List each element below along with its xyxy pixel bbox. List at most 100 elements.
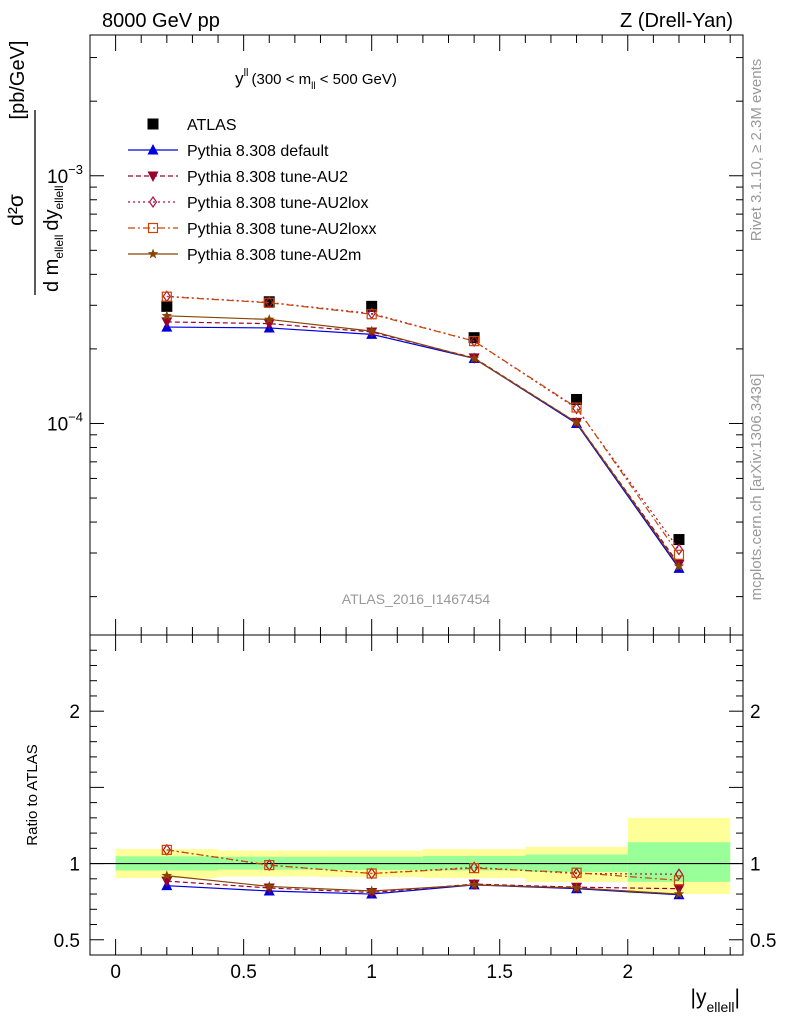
- ratio-series-pythia-8-308-tune-au2loxx: [161, 844, 685, 886]
- legend: ATLAS Pythia 8.308 default Pythia 8.308 tu…: [128, 117, 376, 264]
- legend-entry-atlas: ATLAS: [147, 117, 237, 134]
- ratio-y-tick-label: 0.5: [54, 931, 80, 952]
- point-atlas: [571, 393, 583, 405]
- legend-marker: [147, 248, 159, 259]
- analysis-id: ATLAS_2016_I1467454: [342, 591, 491, 607]
- series-pythia-8-308-tune-au2: [161, 317, 685, 571]
- series-atlas: [161, 296, 685, 546]
- legend-label: Pythia 8.308 tune-AU2m: [187, 247, 361, 264]
- point-pythia-8-308-tune-au2loxx: [469, 336, 480, 347]
- main-y-ticks: 10−4 10−3: [47, 57, 743, 598]
- point-pythia-8-308-tune-au2m: [264, 313, 275, 324]
- ratio-point-pythia-8-308-tune-au2lox: [572, 867, 581, 880]
- ratio-line-pythia-8-308-default: [166, 884, 680, 896]
- point-pythia-8-308-tune-au2m: [673, 560, 685, 571]
- point-pythia-8-308-tune-au2m: [571, 416, 582, 427]
- series-pythia-8-308-tune-au2m: [161, 310, 685, 571]
- main-x-ticks: [115, 35, 731, 635]
- point-atlas: [161, 300, 173, 312]
- point-pythia-8-308-tune-au2loxx: [366, 309, 377, 320]
- main-y-axis-label: d²σ d mellelldyellell [pb/GeV]: [5, 41, 66, 295]
- x-tick-label: 1.5: [487, 962, 513, 983]
- line-pythia-8-308-tune-au2loxx: [166, 296, 680, 556]
- ratio-point-pythia-8-308-tune-au2m: [673, 888, 685, 899]
- ratio-line-pythia-8-308-tune-au2m: [166, 875, 680, 895]
- legend-entry-pythia-8-308-tune-au2m: Pythia 8.308 tune-AU2m: [128, 247, 361, 264]
- header-left: 8000 GeV pp: [102, 10, 220, 32]
- header-right: Z (Drell-Yan): [620, 10, 733, 32]
- legend-label: Pythia 8.308 tune-AU2loxx: [187, 221, 376, 238]
- ratio-series-pythia-8-308-tune-au2m: [161, 870, 685, 899]
- ratio-point-pythia-8-308-tune-au2loxx: [571, 867, 582, 878]
- label-range-open: (300 < m: [252, 71, 312, 88]
- y-tick-label: 10−4: [47, 409, 83, 435]
- ylabel-numerator: d²σ: [5, 194, 28, 226]
- ratio-frame: [89, 634, 744, 956]
- point-atlas: [263, 296, 275, 308]
- label-range-sub: ll: [311, 81, 315, 92]
- y-tick-label: 10−3: [47, 162, 83, 188]
- point-atlas: [468, 332, 480, 344]
- ratio-line-pythia-8-308-tune-au2loxx: [166, 849, 680, 881]
- ratio-panel: 0.5 0.5 1 1 2 2 0 0.5 1 1.5 2 Ratio to ATLAS: [24, 634, 776, 983]
- ratio-point-pythia-8-308-tune-au2loxx: [366, 868, 377, 879]
- ratio-uncertainty-bands: [90, 817, 743, 895]
- ratio-y-tick-label: 1: [69, 855, 80, 876]
- x-axis-label-sub: ellell: [707, 999, 735, 1015]
- legend-label: Pythia 8.308 tune-AU2: [187, 169, 348, 186]
- main-panel: 10−4 10−3 yll (300 < mll < 500 GeV) ATLAS_…: [5, 34, 744, 636]
- ratio-point-pythia-8-308-tune-au2loxx: [469, 863, 480, 874]
- ratio-point-pythia-8-308-tune-au2loxx: [264, 859, 275, 871]
- ratio-point-pythia-8-308-tune-au2m: [264, 880, 275, 891]
- ratio-y-tick-label-right: 2: [750, 702, 761, 723]
- ratio-point-pythia-8-308-tune-au2m: [571, 882, 582, 893]
- series-pythia-8-308-tune-au2lox: [162, 290, 684, 556]
- ylabel-denominator: d mellelldyellell: [41, 186, 66, 293]
- ratio-y-axis-label: Ratio to ATLAS: [24, 744, 41, 845]
- ylabel-dy: dy: [41, 210, 63, 231]
- legend-entry-pythia-8-308-default: Pythia 8.308 default: [128, 143, 329, 160]
- legend-entry-pythia-8-308-tune-au2lox: Pythia 8.308 tune-AU2lox: [128, 195, 368, 212]
- series-pythia-8-308-tune-au2loxx: [161, 291, 685, 560]
- ratio-y-tick-label-right: 1: [750, 855, 761, 876]
- x-tick-label: 0.5: [230, 962, 256, 983]
- ratio-point-pythia-8-308-tune-au2m: [161, 870, 173, 881]
- line-pythia-8-308-default: [166, 326, 680, 569]
- legend-marker: [147, 222, 159, 234]
- line-pythia-8-308-tune-au2: [166, 321, 680, 565]
- x-axis-label-main: |y: [691, 986, 707, 1009]
- x-tick-label: 2: [622, 962, 633, 983]
- legend-label: Pythia 8.308 tune-AU2lox: [187, 195, 368, 212]
- ratio-point-pythia-8-308-tune-au2loxx: [161, 844, 172, 855]
- x-tick-label: 1: [366, 962, 377, 983]
- point-atlas: [673, 534, 685, 546]
- legend-marker: [147, 171, 159, 182]
- point-pythia-8-308-tune-au2lox: [674, 543, 684, 556]
- point-pythia-8-308-tune-au2loxx: [571, 402, 582, 413]
- legend-label: Pythia 8.308 default: [187, 143, 329, 160]
- ratio-point-pythia-8-308-tune-au2m: [468, 879, 480, 890]
- main-plot-label: yll (300 < mll < 500 GeV): [235, 67, 397, 92]
- ratio-y-tick-label-right: 0.5: [750, 931, 776, 952]
- rivet-version-label: Rivet 3.1.10, ≥ 2.3M events: [748, 59, 765, 242]
- legend-marker: [147, 144, 159, 155]
- label-var-sup: ll: [244, 67, 249, 79]
- ratio-y-tick-label: 2: [69, 702, 80, 723]
- ratio-point-pythia-8-308-tune-au2loxx: [673, 875, 685, 886]
- point-pythia-8-308-tune-au2loxx: [161, 291, 172, 302]
- point-pythia-8-308-tune-au2m: [161, 310, 173, 321]
- legend-label: ATLAS: [187, 117, 237, 134]
- series-pythia-8-308-default: [161, 321, 685, 573]
- line-pythia-8-308-tune-au2lox: [166, 295, 680, 550]
- ylabel-units: [pb/GeV]: [7, 41, 29, 120]
- x-axis-label: |yellell|: [691, 986, 740, 1015]
- ylabel-sub2: ellell: [52, 186, 66, 210]
- ylabel-sub1: ellell: [52, 235, 66, 259]
- ratio-point-pythia-8-308-tune-au2lox: [674, 868, 684, 881]
- ylabel-d-m: d m: [41, 259, 63, 292]
- point-pythia-8-308-tune-au2: [161, 317, 173, 328]
- main-marks: [161, 290, 685, 573]
- point-pythia-8-308-tune-au2lox: [572, 402, 581, 415]
- point-pythia-8-308-tune-au2m: [366, 325, 377, 336]
